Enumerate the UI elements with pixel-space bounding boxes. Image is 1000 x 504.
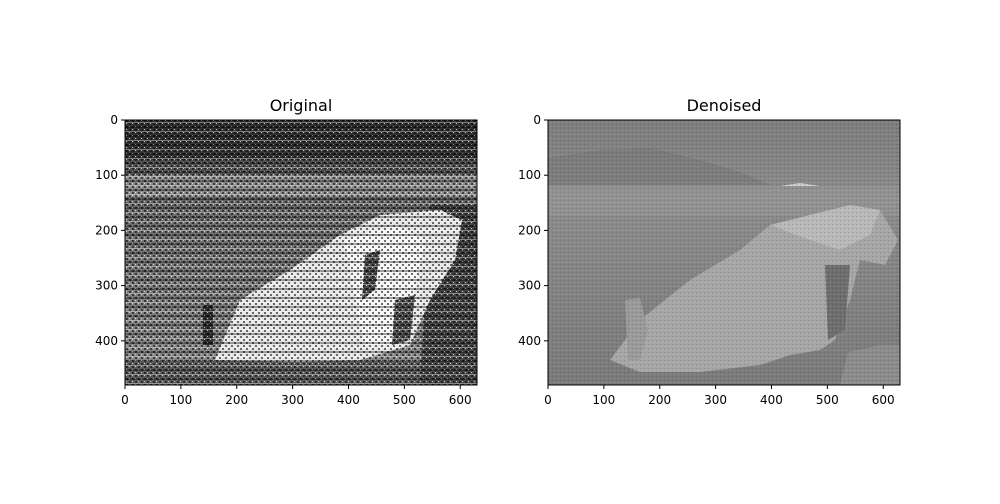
x-tick-label: 300 xyxy=(704,393,727,407)
y-axis: 0 100 200 300 400 xyxy=(518,113,548,348)
x-tick-label: 0 xyxy=(544,393,552,407)
x-tick-label: 0 xyxy=(121,393,129,407)
x-tick-label: 600 xyxy=(872,393,895,407)
original-image xyxy=(125,120,477,385)
y-tick-label: 300 xyxy=(518,279,541,293)
axes-frame xyxy=(124,119,478,386)
y-tick-label: 100 xyxy=(518,168,541,182)
y-tick-label: 200 xyxy=(518,223,541,237)
y-tick-label: 100 xyxy=(95,168,118,182)
x-axis: 0 100 200 300 400 500 600 xyxy=(121,385,472,407)
y-tick-label: 0 xyxy=(533,113,541,127)
axes-frame xyxy=(547,119,901,386)
x-tick-label: 100 xyxy=(169,393,192,407)
denoised-image xyxy=(548,120,900,385)
x-tick-label: 400 xyxy=(337,393,360,407)
x-tick-label: 400 xyxy=(760,393,783,407)
panel-title: Original xyxy=(270,96,333,115)
y-tick-label: 400 xyxy=(518,334,541,348)
y-tick-label: 200 xyxy=(95,223,118,237)
x-tick-label: 200 xyxy=(225,393,248,407)
x-axis: 0 100 200 300 400 500 600 xyxy=(544,385,895,407)
y-tick-label: 400 xyxy=(95,334,118,348)
y-tick-label: 300 xyxy=(95,279,118,293)
x-tick-label: 500 xyxy=(393,393,416,407)
x-tick-label: 300 xyxy=(281,393,304,407)
y-axis: 0 100 200 300 400 xyxy=(95,113,125,348)
x-tick-label: 100 xyxy=(592,393,615,407)
panel-denoised: Denoised 0 100 200 300 400 500 600 0 100 200 300 4… xyxy=(518,96,901,407)
x-tick-label: 200 xyxy=(648,393,671,407)
x-tick-label: 500 xyxy=(816,393,839,407)
panel-title: Denoised xyxy=(687,96,762,115)
y-tick-label: 0 xyxy=(110,113,118,127)
x-tick-label: 600 xyxy=(449,393,472,407)
